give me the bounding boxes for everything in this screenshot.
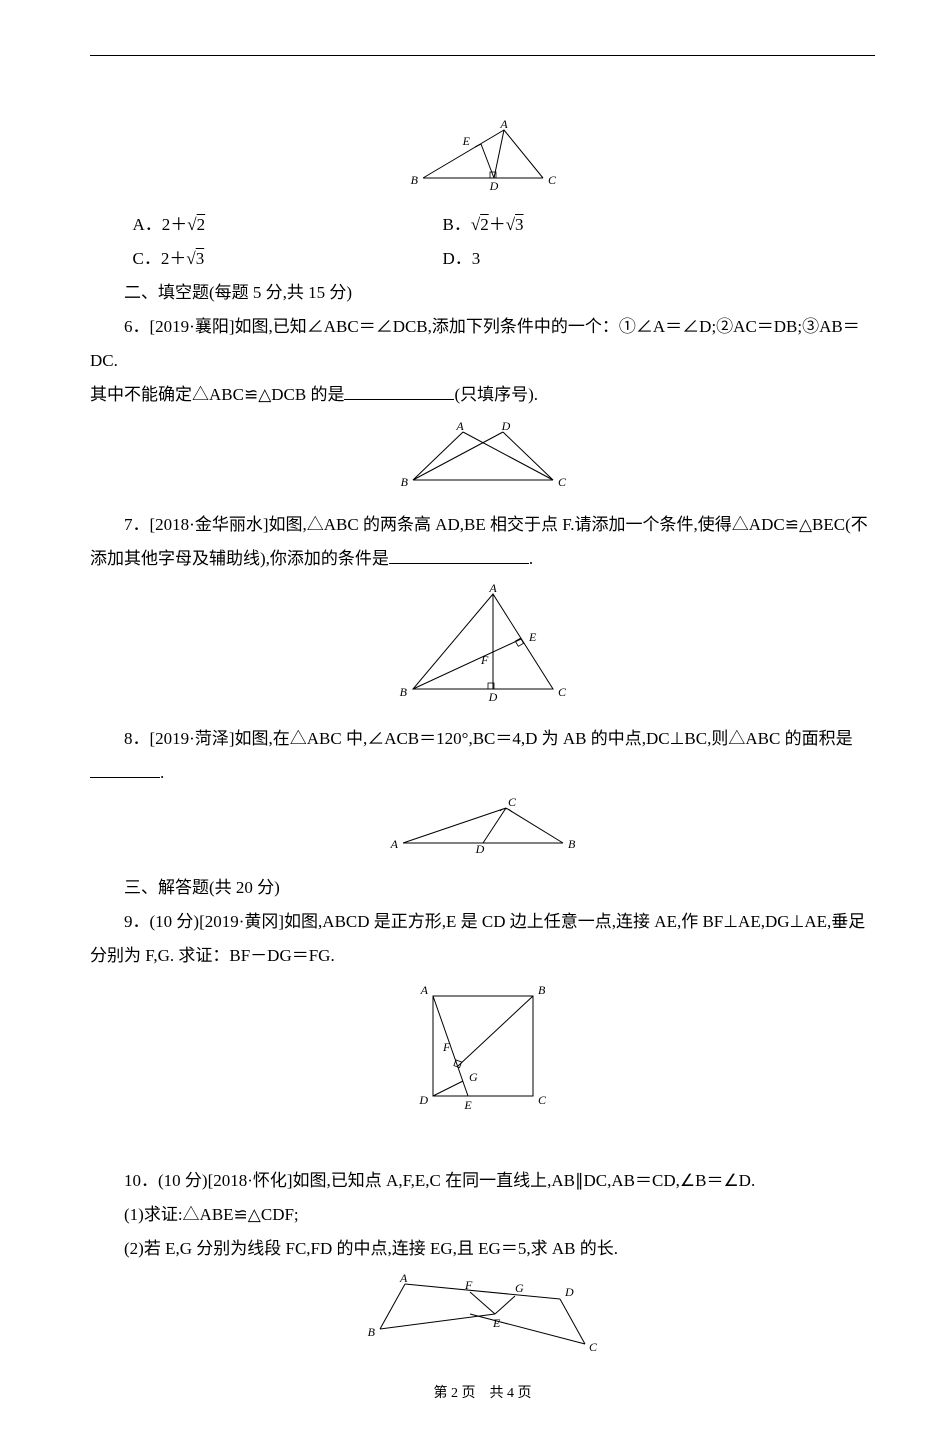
q6-line2a: 其中不能确定△ABC≌△DCB 的是 [90,385,344,404]
q5-option-b: B．√2＋√3 [443,208,524,242]
q5-option-c: C．2＋√3 [133,242,443,276]
label-B: B [410,173,418,187]
q9-line1: 9．(10 分)[2019·黄冈]如图,ABCD 是正方形,E 是 CD 边上任… [90,905,875,939]
q6-line2: 其中不能确定△ABC≌△DCB 的是 (只填序号). [90,378,875,412]
q5-optA-sqrt: √2 [187,215,205,234]
q5-options-row1: A．2＋√2 B．√2＋√3 [133,208,876,242]
q5-optC-text: C．2＋ [133,249,187,268]
label-B: B [400,475,408,489]
q5-optB-text: B． [443,215,471,234]
label-C: C [558,475,567,489]
label-A: A [389,837,398,851]
q5-options-row2: C．2＋√3 D．3 [133,242,876,276]
label-D: D [500,420,510,433]
label-D: D [487,690,497,704]
label-A: A [399,1274,408,1285]
q7-blank [389,546,529,564]
q7-figure: A B C D E F [90,584,875,716]
label-A: A [419,983,428,997]
label-D: D [564,1285,574,1299]
q6-blank [344,382,454,400]
q10-line2: (1)求证:△ABE≌△CDF; [90,1198,875,1232]
label-G: G [469,1070,478,1084]
label-D: D [418,1093,428,1107]
q5-optB-sqrt1: √2 [471,215,489,234]
q8-figure: A B C D [90,798,875,865]
section3-title: 三、解答题(共 20 分) [90,871,875,905]
q7-line1: 7．[2018·金华丽水]如图,△ABC 的两条高 AD,BE 相交于点 F.请… [90,508,875,542]
q5-optB-rad2: 3 [515,215,524,234]
label-E: E [492,1316,501,1330]
q6-line2b: (只填序号). [454,385,538,404]
q8-line1: 8．[2019·菏泽]如图,在△ABC 中,∠ACB＝120°,BC＝4,D 为… [90,722,875,756]
q9-figure: A B C D E F G [90,981,875,1128]
q5-figure: A B C D E [90,120,875,202]
q5-optA-rad: 2 [197,215,206,234]
q10-figure: A B C D E F G [90,1274,875,1366]
label-B: B [568,837,576,851]
label-C: C [548,173,557,187]
label-C: C [508,798,517,809]
label-E: E [461,134,470,148]
label-E: E [463,1098,472,1112]
label-F: F [464,1278,473,1292]
q6-figure: A D B C [90,420,875,502]
q9-line2: 分别为 F,G. 求证：BF－DG＝FG. [90,939,875,973]
header-rule [90,55,875,56]
q10-line3: (2)若 E,G 分别为线段 FC,FD 的中点,连接 EG,且 EG＝5,求 … [90,1232,875,1266]
label-B: B [538,983,546,997]
q8-line2b: . [160,763,164,782]
label-C: C [538,1093,547,1107]
q7-line2a: 添加其他字母及辅助线),你添加的条件是 [90,549,389,568]
label-E: E [528,630,537,644]
section2-title: 二、填空题(每题 5 分,共 15 分) [90,276,875,310]
label-A: A [488,584,497,595]
q5-optB-sqrt2: √3 [506,215,524,234]
q6-line1: 6．[2019·襄阳]如图,已知∠ABC＝∠DCB,添加下列条件中的一个：①∠A… [90,310,875,378]
q5-optC-rad: 3 [196,249,205,268]
label-G: G [515,1281,524,1295]
label-B: B [399,685,407,699]
label-A: A [499,120,508,131]
label-D: D [474,842,484,853]
label-C: C [589,1340,598,1354]
q7-line2: 添加其他字母及辅助线),你添加的条件是. [90,542,875,576]
label-C: C [558,685,567,699]
q10-line1: 10．(10 分)[2018·怀化]如图,已知点 A,F,E,C 在同一直线上,… [90,1164,875,1198]
label-F: F [442,1040,451,1054]
q8-blank [90,760,160,778]
q8-line2: . [90,756,875,790]
label-D: D [488,179,498,190]
page-footer: 第 2 页 共 4 页 [90,1380,875,1408]
label-A: A [455,420,464,433]
q5-optD-text: D．3 [443,249,481,268]
q5-optB-rad1: 2 [480,215,489,234]
label-F: F [480,653,489,667]
q5-optA-text: A．2＋ [133,215,188,234]
q5-optC-sqrt: √3 [186,249,204,268]
q5-optB-plus: ＋ [489,215,506,234]
q5-option-a: A．2＋√2 [133,208,443,242]
q7-line2b: . [529,549,533,568]
q5-option-d: D．3 [443,242,481,276]
